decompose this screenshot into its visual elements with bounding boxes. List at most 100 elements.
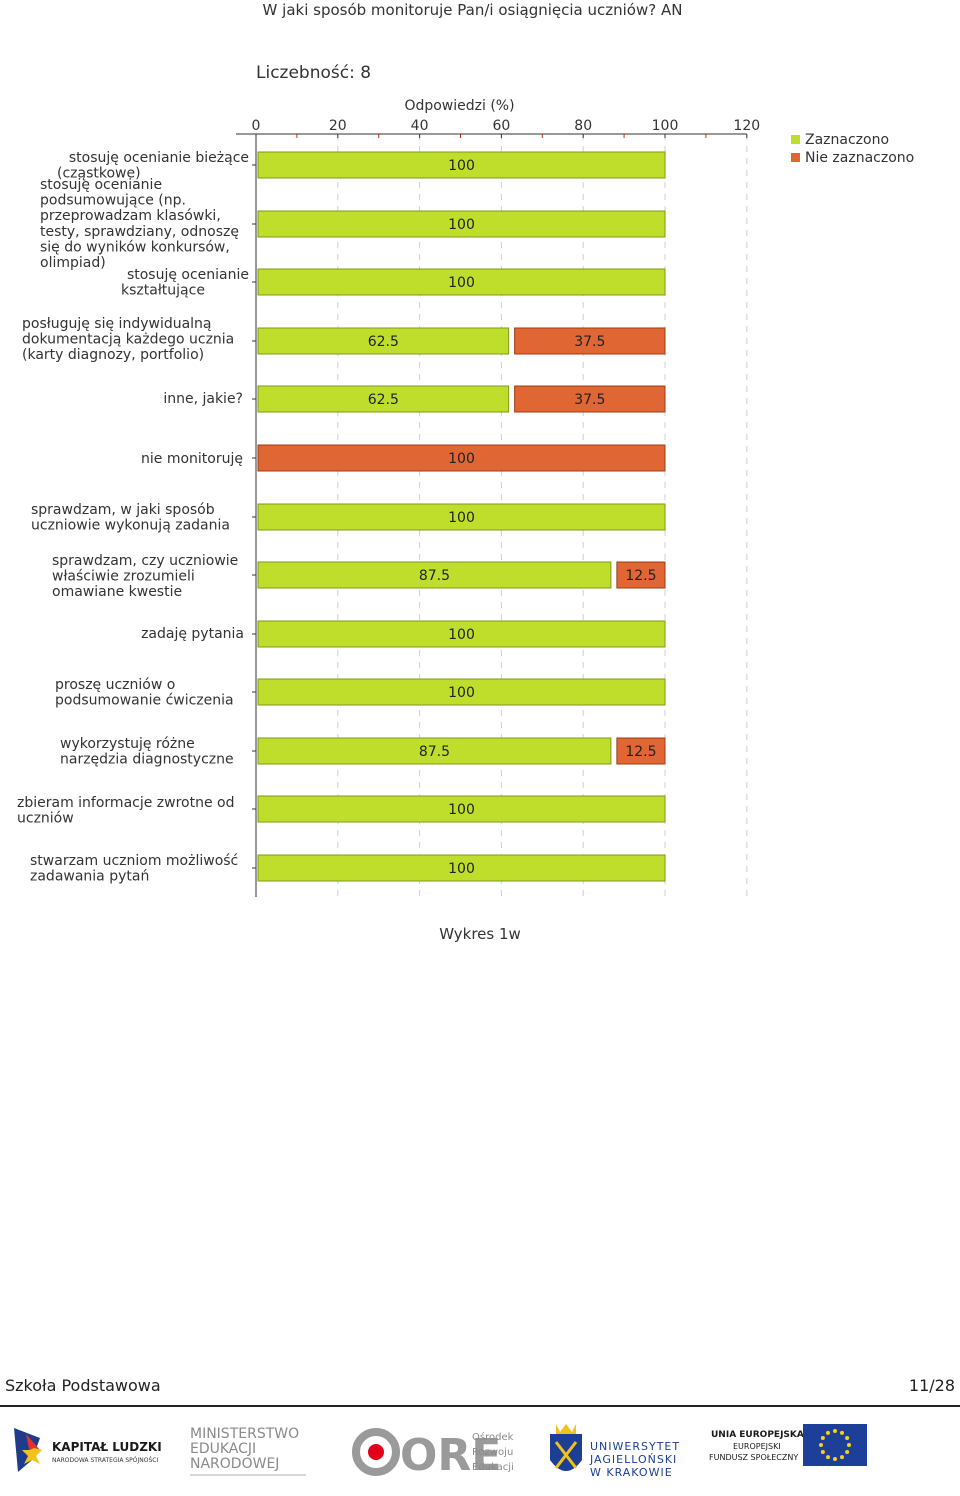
eu-star (833, 1457, 837, 1461)
bar-selected (257, 210, 666, 238)
y-category-label: testy, sprawdziany, odnoszę (40, 224, 239, 240)
bar-not-selected (514, 385, 666, 413)
men-logo: MINISTERSTWO EDUKACJI NARODOWEJ (190, 1426, 306, 1476)
y-category-label: uczniów (17, 811, 74, 827)
y-category-label: kształtujące (121, 283, 205, 299)
eu-star (833, 1429, 837, 1433)
y-category-label: stosuję ocenianie bieżące (69, 150, 249, 166)
x-tick-label: 120 (733, 118, 760, 134)
legend-swatch-not-selected (791, 153, 800, 162)
kapital-ludzki-logo: KAPITAŁ LUDZKI NARODOWA STRATEGIA SPÓJNO… (14, 1428, 162, 1472)
bar-value-label: 12.5 (625, 568, 656, 584)
footer-divider (0, 1405, 960, 1407)
bar-value-label: 100 (448, 510, 475, 526)
bar-selected (257, 678, 666, 706)
bar-value-label: 100 (448, 861, 475, 877)
y-category-label: zadaję pytania (141, 626, 244, 642)
y-category-label: stosuję ocenianie (127, 267, 249, 283)
y-category-label: dokumentacją każdego ucznia (22, 332, 234, 348)
eu-star (840, 1455, 844, 1460)
bar-selected (257, 151, 666, 179)
men-line3: NARODOWEJ (190, 1456, 279, 1472)
x-tick-label: 100 (652, 118, 679, 134)
eu-star (826, 1455, 830, 1460)
bar-value-label: 100 (448, 802, 475, 818)
x-tick-label: 20 (329, 118, 347, 134)
eu-star (847, 1443, 851, 1447)
y-category-label: stosuję ocenianie (40, 177, 162, 193)
bar-value-label: 87.5 (419, 568, 450, 584)
y-category-label: zbieram informacje zwrotne od (17, 795, 235, 811)
bar-selected (257, 620, 666, 648)
ore-line3: Edukacji (472, 1462, 514, 1473)
y-category-label: narzędzia diagnostyczne (60, 752, 234, 768)
uj-line3: W KRAKOWIE (590, 1466, 673, 1479)
chart-title: W jaki sposób monitoruje Pan/i osiągnięc… (262, 1, 683, 19)
bar-value-label: 100 (448, 451, 475, 467)
y-category-label: inne, jakie? (163, 391, 243, 407)
eu-logo: UNIA EUROPEJSKA EUROPEJSKI FUNDUSZ SPOŁE… (709, 1424, 867, 1466)
legend-label-not-selected: Nie zaznaczono (805, 150, 914, 166)
men-line2: EDUKACJI (190, 1441, 256, 1457)
bar-not-selected (514, 327, 666, 355)
y-category-label: zadawania pytań (30, 869, 149, 885)
y-category-label: podsumowanie ćwiczenia (55, 693, 234, 709)
x-tick-label: 80 (574, 118, 592, 134)
y-category-label: właściwie zrozumieli (52, 569, 195, 585)
uj-line1: UNIWERSYTET (590, 1440, 680, 1453)
legend-swatch-selected (791, 135, 800, 144)
bar-value-label: 37.5 (574, 334, 605, 350)
eu-line2: EUROPEJSKI (733, 1442, 781, 1451)
eu-star (820, 1436, 825, 1440)
bar-value-label: 100 (448, 627, 475, 643)
ore-line2: Rozwoju (472, 1447, 513, 1458)
bar-selected (257, 795, 666, 823)
eu-star (845, 1436, 850, 1440)
x-tick-label: 0 (252, 118, 261, 134)
bar-selected (257, 385, 510, 413)
y-category-label: olimpiad) (40, 255, 106, 271)
y-category-label: posługuję się indywidualną (22, 316, 212, 332)
kapital-ludzki-title: KAPITAŁ LUDZKI (52, 1440, 162, 1454)
eu-star (820, 1450, 825, 1454)
y-category-label: (karty diagnozy, portfolio) (22, 347, 204, 363)
y-category-label: proszę uczniów o (55, 677, 175, 693)
ore-logo: ORE Ośrodek Rozwoju Edukacji (352, 1428, 514, 1481)
eu-line3: FUNDUSZ SPOŁECZNY (709, 1453, 798, 1462)
bar-value-label: 100 (448, 275, 475, 291)
bar-value-label: 37.5 (574, 392, 605, 408)
bar-selected (257, 854, 666, 882)
bar-value-label: 62.5 (368, 334, 399, 350)
y-category-label: stwarzam uczniom możliwość (30, 853, 238, 869)
chart-caption: Wykres 1w (439, 925, 521, 943)
bar-selected (257, 503, 666, 531)
x-axis-title: Odpowiedzi (%) (404, 98, 514, 114)
uj-line2: JAGIELLOŃSKI (589, 1453, 677, 1466)
bar-selected (257, 268, 666, 296)
ore-line1: Ośrodek (472, 1431, 514, 1443)
bar-value-label: 87.5 (419, 744, 450, 760)
bar-selected (257, 327, 510, 355)
y-category-label: wykorzystuję różne (60, 736, 195, 752)
ore-mark: ORE (400, 1430, 501, 1481)
legend-label-selected: Zaznaczono (805, 132, 889, 148)
count-label: Liczebność: 8 (256, 63, 372, 83)
y-category-label: (cząstkowe) (57, 166, 141, 182)
eu-star (845, 1450, 850, 1454)
bar-value-label: 12.5 (625, 744, 656, 760)
eu-star (819, 1443, 823, 1447)
bar-not-selected (616, 561, 666, 589)
y-category-label: się do wyników konkursów, (40, 239, 230, 255)
bar-not-selected (257, 444, 666, 472)
kapital-ludzki-subtitle: NARODOWA STRATEGIA SPÓJNOŚCI (52, 1457, 158, 1464)
bar-value-label: 100 (448, 158, 475, 174)
eu-line1: UNIA EUROPEJSKA (711, 1430, 804, 1440)
eu-star (826, 1430, 830, 1435)
y-category-label: nie monitoruję (141, 451, 243, 467)
x-tick-label: 40 (411, 118, 429, 134)
eu-star (840, 1430, 844, 1435)
bar-selected (257, 561, 612, 589)
men-line1: MINISTERSTWO (190, 1426, 299, 1442)
bar-value-label: 100 (448, 217, 475, 233)
y-category-label: przeprowadzam klasówki, (40, 208, 221, 224)
